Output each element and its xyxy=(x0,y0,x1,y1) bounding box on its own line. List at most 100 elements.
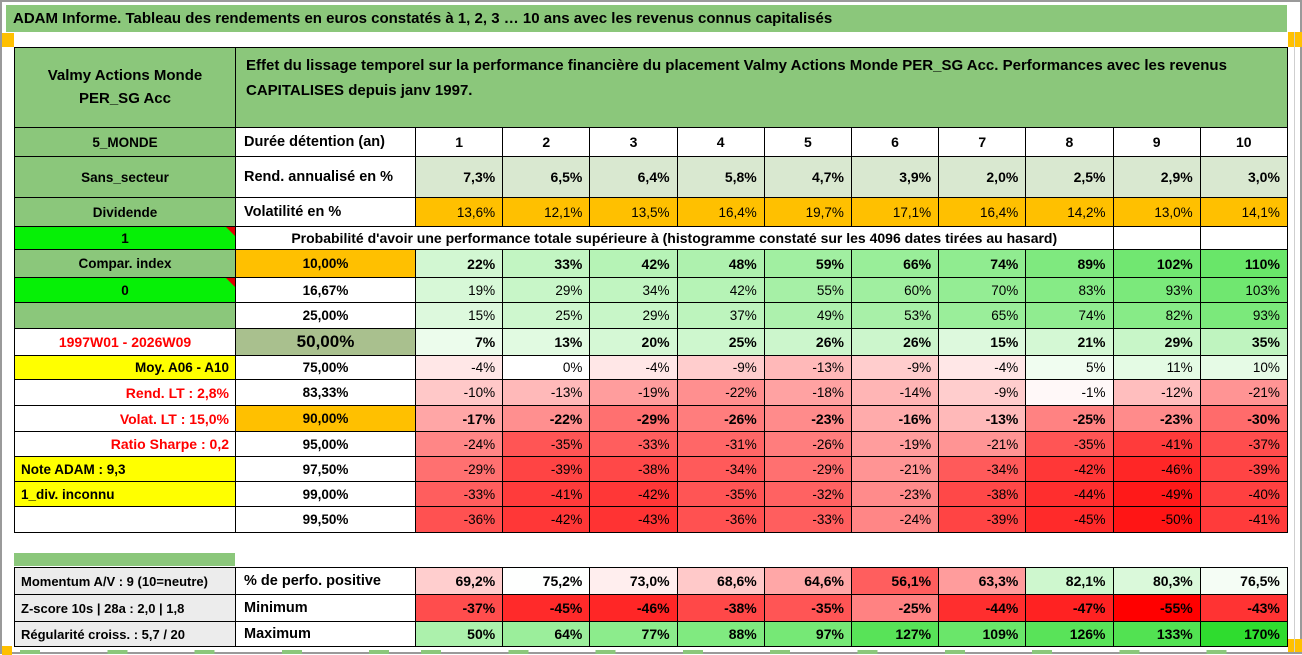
value-cell[interactable]: 48% xyxy=(676,249,765,278)
value-cell[interactable]: -25% xyxy=(850,594,940,622)
value-cell[interactable]: -40% xyxy=(1199,481,1288,507)
row-label-cell[interactable]: Sans_secteur xyxy=(14,156,236,198)
row-label-cell[interactable]: Momentum A/V : 9 (10=neutre) xyxy=(14,567,236,595)
row-label-cell[interactable]: Note ADAM : 9,3 xyxy=(14,456,236,482)
value-cell[interactable]: -35% xyxy=(502,431,591,457)
percentile-cell[interactable]: 95,00% xyxy=(235,431,416,457)
value-cell[interactable]: 93% xyxy=(1199,302,1288,329)
value-cell[interactable]: 93% xyxy=(1112,277,1201,303)
value-cell[interactable]: 13,0% xyxy=(1112,197,1201,227)
percentile-cell[interactable]: 97,50% xyxy=(235,456,416,482)
value-cell[interactable]: -38% xyxy=(938,481,1027,507)
value-cell[interactable]: 13,5% xyxy=(589,197,678,227)
value-cell[interactable]: -29% xyxy=(589,405,678,432)
value-cell[interactable]: -23% xyxy=(850,481,940,507)
value-cell[interactable]: -43% xyxy=(1199,594,1288,622)
row-label-cell[interactable]: Moy. A06 - A10 xyxy=(14,355,236,380)
row-label-cell[interactable]: 1997W01 - 2026W09 xyxy=(14,328,236,356)
percentile-cell[interactable]: 16,67% xyxy=(235,277,416,303)
value-cell[interactable]: -21% xyxy=(850,456,940,482)
value-cell[interactable]: -13% xyxy=(938,405,1027,432)
value-cell[interactable]: -50% xyxy=(1112,506,1201,533)
value-cell[interactable]: 14,1% xyxy=(1199,197,1288,227)
value-cell[interactable]: 170% xyxy=(1199,621,1288,647)
value-cell[interactable]: -39% xyxy=(502,456,591,482)
value-cell[interactable]: 60% xyxy=(850,277,940,303)
measure-label-cell[interactable]: Minimum xyxy=(235,594,416,622)
value-cell[interactable]: -4% xyxy=(589,355,678,380)
duration-header-cell[interactable]: 5 xyxy=(763,127,852,157)
duration-header-cell[interactable]: 7 xyxy=(938,127,1027,157)
value-cell[interactable]: 7,3% xyxy=(414,156,504,198)
value-cell[interactable]: 25% xyxy=(676,328,765,356)
value-cell[interactable]: 83% xyxy=(1025,277,1114,303)
row-label-cell[interactable]: 5_MONDE xyxy=(14,127,236,157)
value-cell[interactable]: 109% xyxy=(938,621,1027,647)
value-cell[interactable]: -4% xyxy=(938,355,1027,380)
value-cell[interactable]: -33% xyxy=(763,506,852,533)
value-cell[interactable]: -44% xyxy=(1025,481,1114,507)
value-cell[interactable]: 16,4% xyxy=(676,197,765,227)
value-cell[interactable]: -21% xyxy=(938,431,1027,457)
value-cell[interactable]: 53% xyxy=(850,302,940,329)
value-cell[interactable]: 11% xyxy=(1112,355,1201,380)
value-cell[interactable]: -35% xyxy=(676,481,765,507)
value-cell[interactable]: -32% xyxy=(763,481,852,507)
value-cell[interactable]: 82% xyxy=(1112,302,1201,329)
row-label-cell[interactable] xyxy=(14,506,236,533)
value-cell[interactable]: 14,2% xyxy=(1025,197,1114,227)
value-cell[interactable]: -41% xyxy=(502,481,591,507)
value-cell[interactable]: 13% xyxy=(502,328,591,356)
value-cell[interactable]: 21% xyxy=(1025,328,1114,356)
value-cell[interactable]: 3,9% xyxy=(850,156,940,198)
value-cell[interactable]: 22% xyxy=(414,249,504,278)
value-cell[interactable]: 26% xyxy=(850,328,940,356)
value-cell[interactable]: 19,7% xyxy=(763,197,852,227)
value-cell[interactable]: -39% xyxy=(1199,456,1288,482)
row-label-cell[interactable]: Dividende xyxy=(14,197,236,227)
value-cell[interactable]: 6,4% xyxy=(589,156,678,198)
value-cell[interactable]: -29% xyxy=(414,456,504,482)
value-cell[interactable]: -34% xyxy=(938,456,1027,482)
value-cell[interactable]: 59% xyxy=(763,249,852,278)
value-cell[interactable]: 0% xyxy=(502,355,591,380)
value-cell[interactable]: 49% xyxy=(763,302,852,329)
value-cell[interactable]: 35% xyxy=(1199,328,1288,356)
value-cell[interactable]: -24% xyxy=(850,506,940,533)
duration-header-cell[interactable]: 4 xyxy=(676,127,765,157)
value-cell[interactable]: 29% xyxy=(502,277,591,303)
value-cell[interactable]: 89% xyxy=(1025,249,1114,278)
value-cell[interactable]: 3,0% xyxy=(1199,156,1288,198)
value-cell[interactable]: -23% xyxy=(1112,405,1201,432)
value-cell[interactable]: 20% xyxy=(589,328,678,356)
value-cell[interactable]: 42% xyxy=(676,277,765,303)
percentile-cell[interactable]: 75,00% xyxy=(235,355,416,380)
value-cell[interactable]: -39% xyxy=(938,506,1027,533)
value-cell[interactable]: -55% xyxy=(1112,594,1201,622)
value-cell[interactable]: 2,9% xyxy=(1112,156,1201,198)
value-cell[interactable]: -35% xyxy=(1025,431,1114,457)
value-cell[interactable]: 5% xyxy=(1025,355,1114,380)
value-cell[interactable]: 64,6% xyxy=(763,567,852,595)
value-cell[interactable]: 77% xyxy=(589,621,678,647)
value-cell[interactable]: 29% xyxy=(589,302,678,329)
value-cell[interactable]: -42% xyxy=(589,481,678,507)
measure-label-cell[interactable]: Rend. annualisé en % xyxy=(235,156,416,198)
value-cell[interactable]: 33% xyxy=(502,249,591,278)
value-cell[interactable]: -13% xyxy=(502,379,591,406)
value-cell[interactable]: 82,1% xyxy=(1025,567,1114,595)
value-cell[interactable]: 13,6% xyxy=(414,197,504,227)
measure-label-cell[interactable]: Maximum xyxy=(235,621,416,647)
value-cell[interactable]: 12,1% xyxy=(502,197,591,227)
duration-header-cell[interactable]: 8 xyxy=(1025,127,1114,157)
percentile-cell[interactable]: 83,33% xyxy=(235,379,416,406)
value-cell[interactable]: 75,2% xyxy=(502,567,591,595)
value-cell[interactable]: 42% xyxy=(589,249,678,278)
value-cell[interactable]: -21% xyxy=(1199,379,1288,406)
value-cell[interactable]: 70% xyxy=(938,277,1027,303)
value-cell[interactable]: 73,0% xyxy=(589,567,678,595)
value-cell[interactable]: 76,5% xyxy=(1199,567,1288,595)
value-cell[interactable]: 69,2% xyxy=(414,567,504,595)
value-cell[interactable]: -37% xyxy=(1199,431,1288,457)
value-cell[interactable]: -26% xyxy=(676,405,765,432)
